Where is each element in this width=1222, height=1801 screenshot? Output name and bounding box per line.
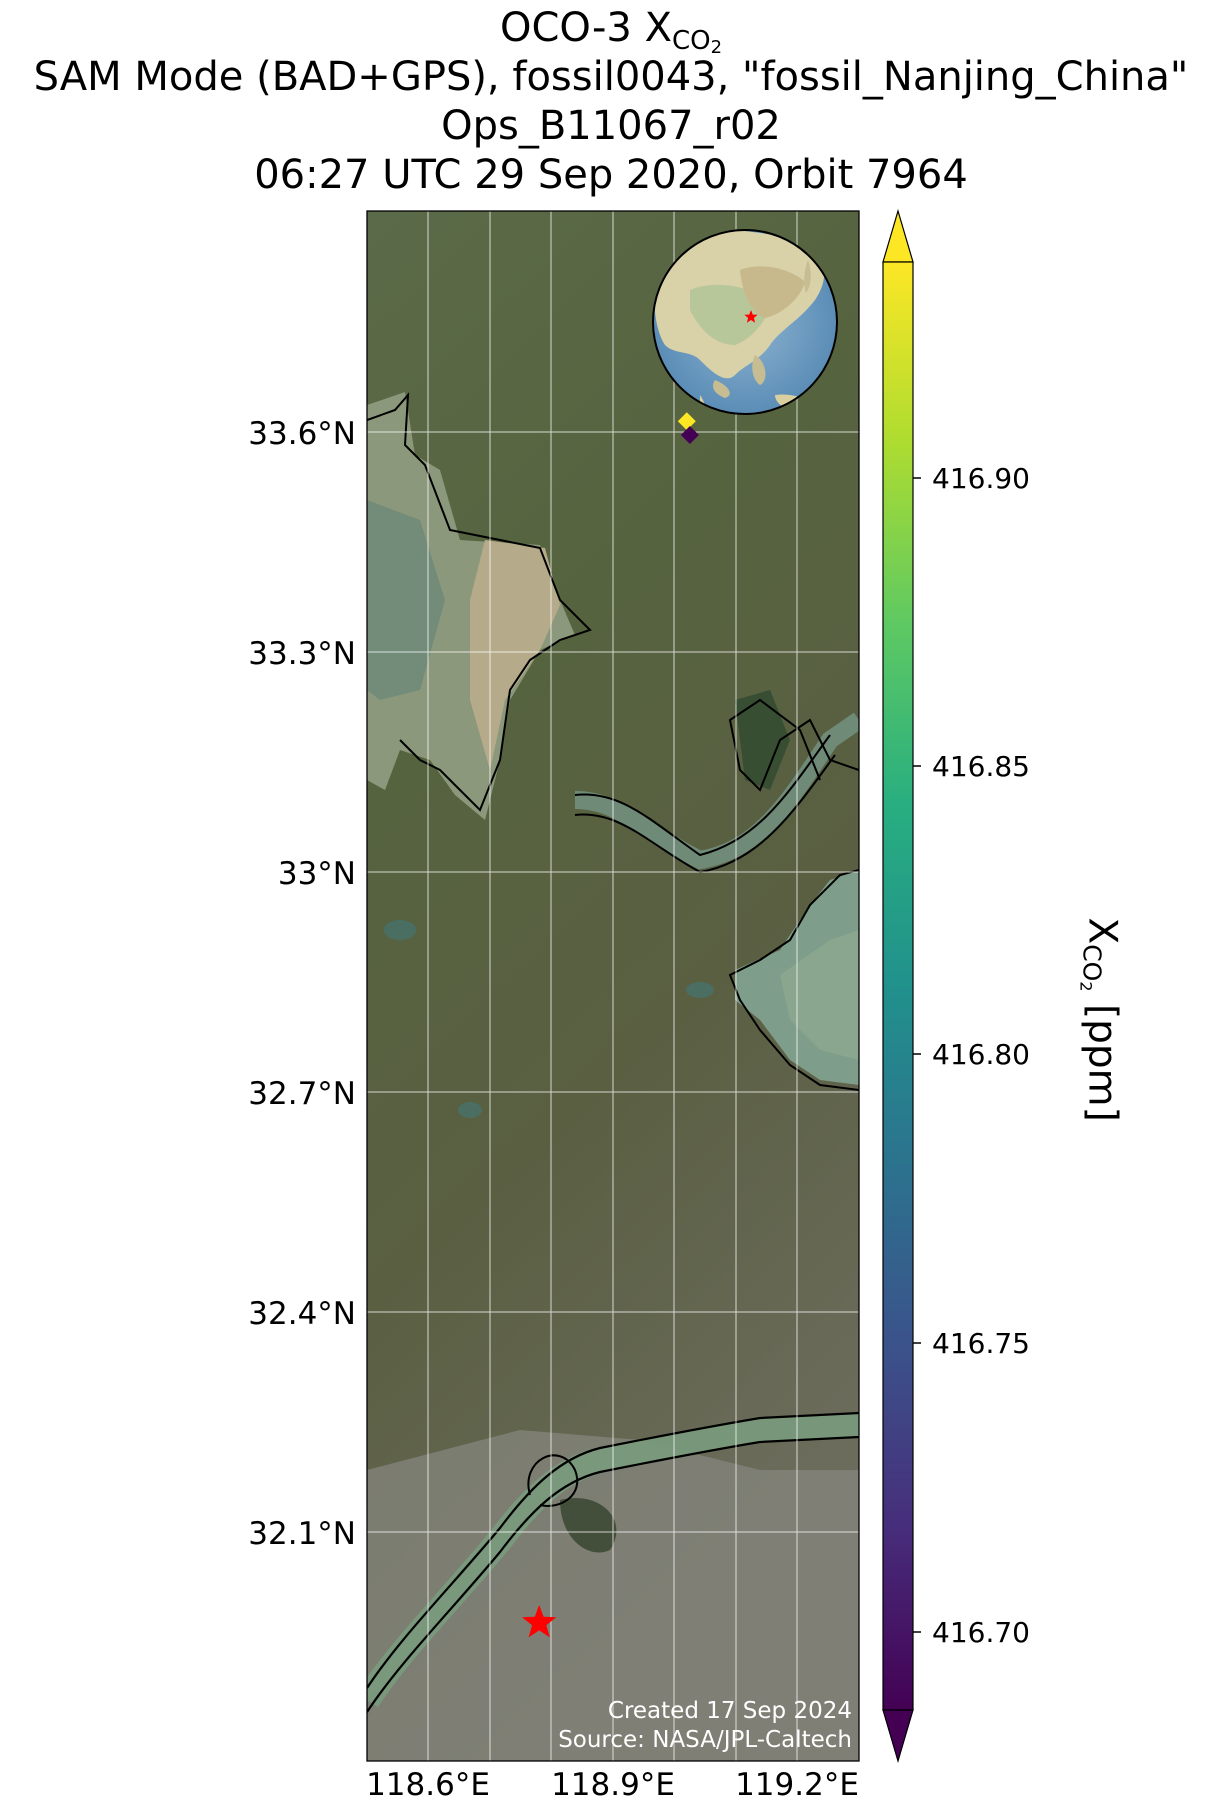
colorbar-tick-label: 416.85 — [932, 750, 1030, 783]
target-star-marker — [522, 1604, 557, 1638]
colorbar-tick-label: 416.90 — [932, 462, 1030, 495]
title-line-2: SAM Mode (BAD+GPS), fossil0043, "fossil_… — [33, 54, 1189, 100]
globe-target-star — [744, 310, 758, 323]
lon-tick-label: 119.2°E — [735, 1767, 859, 1801]
footer-created: Created 17 Sep 2024 — [608, 1698, 852, 1724]
lat-tick-label: 33.3°N — [248, 636, 356, 672]
title-line-3: Ops_B11067_r02 — [441, 103, 781, 149]
colorbar-tick-label: 416.75 — [932, 1327, 1030, 1360]
colorbar-label: XCO2 [ppm] — [1076, 917, 1125, 1122]
colorbar-extend-min — [882, 1709, 914, 1764]
colorbar-tick-label: 416.80 — [932, 1038, 1030, 1071]
lon-tick-label: 118.9°E — [551, 1767, 675, 1801]
xco2-sounding — [677, 412, 696, 431]
colorbar: 416.70 416.75 416.80 416.85 416.90 — [882, 208, 1030, 1764]
lat-tick-label: 32.4°N — [248, 1296, 356, 1332]
inset-globe — [652, 229, 838, 415]
latitude-tick-labels: 33.6°N 33.3°N 33°N 32.7°N 32.4°N 32.1°N — [248, 416, 356, 1552]
title-line-1: OCO-3 XCO2 — [499, 5, 723, 58]
lat-tick-label: 32.1°N — [248, 1516, 356, 1552]
lat-tick-label: 33°N — [278, 856, 356, 892]
footer-source: Source: NASA/JPL-Caltech — [558, 1727, 852, 1753]
lake-outline — [367, 392, 592, 812]
xco2-sounding — [680, 426, 699, 445]
lon-tick-label: 118.6°E — [366, 1767, 490, 1801]
colorbar-gradient — [882, 261, 914, 1711]
colorbar-extend-max — [882, 208, 914, 263]
title-line-4: 06:27 UTC 29 Sep 2020, Orbit 7964 — [254, 152, 968, 198]
figure-title: OCO-3 XCO2 SAM Mode (BAD+GPS), fossil004… — [0, 4, 1222, 200]
colorbar-tick-label: 416.70 — [932, 1616, 1030, 1649]
gridlines — [367, 211, 859, 1761]
map-frame — [366, 210, 860, 1762]
lat-tick-label: 32.7°N — [248, 1076, 356, 1112]
longitude-tick-labels: 118.6°E 118.9°E 119.2°E — [366, 1767, 859, 1801]
lat-tick-label: 33.6°N — [248, 416, 356, 452]
xco2-soundings — [677, 412, 699, 445]
